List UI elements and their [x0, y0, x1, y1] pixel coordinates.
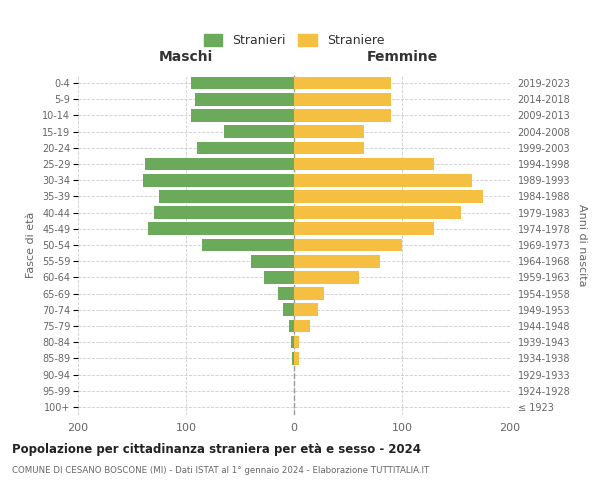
Bar	[294, 271, 359, 283]
Bar	[294, 109, 391, 122]
Text: Maschi: Maschi	[159, 50, 213, 64]
Bar	[294, 174, 472, 186]
Bar	[289, 320, 294, 332]
Bar	[251, 255, 294, 268]
Bar	[191, 109, 294, 122]
Bar	[194, 93, 294, 106]
Bar	[294, 93, 391, 106]
Bar	[294, 288, 324, 300]
Y-axis label: Anni di nascita: Anni di nascita	[577, 204, 587, 286]
Bar	[294, 238, 402, 252]
Bar	[294, 320, 310, 332]
Bar	[291, 336, 294, 348]
Bar	[294, 190, 483, 202]
Bar	[154, 206, 294, 219]
Bar	[294, 255, 380, 268]
Bar	[283, 304, 294, 316]
Bar	[292, 352, 294, 364]
Bar	[294, 142, 364, 154]
Bar	[294, 304, 318, 316]
Bar	[224, 126, 294, 138]
Bar	[294, 206, 461, 219]
Bar	[294, 126, 364, 138]
Bar	[294, 158, 434, 170]
Bar	[294, 336, 299, 348]
Bar	[264, 271, 294, 283]
Y-axis label: Fasce di età: Fasce di età	[26, 212, 37, 278]
Bar	[191, 77, 294, 90]
Bar	[145, 158, 294, 170]
Bar	[278, 288, 294, 300]
Legend: Stranieri, Straniere: Stranieri, Straniere	[203, 34, 385, 48]
Text: Femmine: Femmine	[367, 50, 437, 64]
Text: Popolazione per cittadinanza straniera per età e sesso - 2024: Popolazione per cittadinanza straniera p…	[12, 442, 421, 456]
Bar	[294, 77, 391, 90]
Bar	[148, 222, 294, 235]
Bar	[159, 190, 294, 202]
Bar	[202, 238, 294, 252]
Text: COMUNE DI CESANO BOSCONE (MI) - Dati ISTAT al 1° gennaio 2024 - Elaborazione TUT: COMUNE DI CESANO BOSCONE (MI) - Dati IST…	[12, 466, 429, 475]
Bar	[143, 174, 294, 186]
Bar	[294, 222, 434, 235]
Bar	[294, 352, 299, 364]
Bar	[197, 142, 294, 154]
